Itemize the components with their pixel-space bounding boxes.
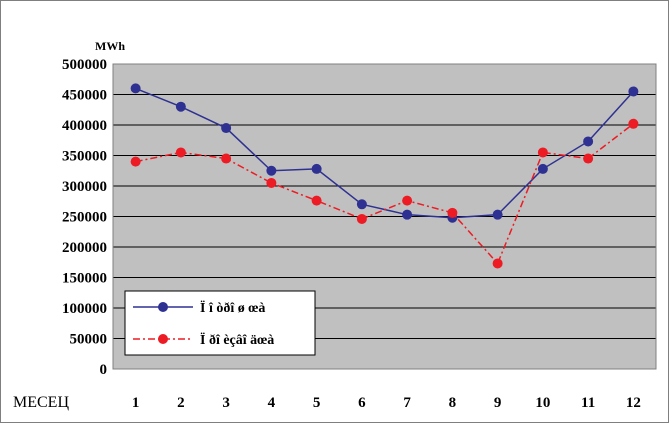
- x-tick-label: 4: [268, 395, 276, 411]
- legend: Ï î òðî ø œà Ï ðî èçâî äœà: [124, 290, 316, 356]
- x-tick-label: 1: [132, 395, 140, 411]
- x-tick-label: 12: [626, 395, 641, 411]
- data-point: [266, 177, 277, 188]
- x-tick-label: 7: [403, 395, 411, 411]
- gridlines: [112, 63, 657, 370]
- legend-box: [124, 290, 316, 356]
- data-point: [221, 123, 232, 134]
- data-point: [130, 83, 141, 94]
- y-tick-label: 200000: [62, 240, 107, 256]
- data-point: [583, 136, 594, 147]
- y-tick-label: 150000: [62, 271, 107, 287]
- data-point: [447, 207, 458, 218]
- x-axis-caption: МЕСЕЦ: [13, 394, 69, 411]
- legend-marker: [158, 302, 168, 312]
- x-tick-label: 5: [313, 395, 321, 411]
- y-tick-label: 400000: [62, 118, 107, 134]
- data-point: [583, 153, 594, 164]
- y-axis-ticks: 0 50000 100000 150000 200000 250000 300000 3500…: [62, 57, 107, 378]
- y-tick-label: 0: [100, 362, 108, 378]
- data-point: [311, 163, 322, 174]
- y-tick-label: 250000: [62, 210, 107, 226]
- data-point: [628, 118, 639, 129]
- x-tick-label: 3: [222, 395, 230, 411]
- data-point: [266, 165, 277, 176]
- data-point: [492, 258, 503, 269]
- x-tick-label: 2: [177, 395, 185, 411]
- data-point: [356, 213, 367, 224]
- data-point: [130, 156, 141, 167]
- y-tick-label: 50000: [70, 332, 108, 348]
- data-point: [628, 86, 639, 97]
- legend-label: Ï î òðî ø œà: [200, 300, 265, 316]
- unit-label: MWh: [95, 39, 125, 53]
- x-tick-label: 8: [449, 395, 457, 411]
- y-tick-label: 100000: [62, 301, 107, 317]
- data-point: [175, 147, 186, 158]
- data-point: [492, 209, 503, 220]
- data-point: [356, 199, 367, 210]
- data-point: [537, 147, 548, 158]
- data-point: [402, 209, 413, 220]
- x-axis-ticks: 1 2 3 4 5 6 7 8 9 10 11 12: [132, 395, 641, 411]
- x-tick-label: 9: [494, 395, 502, 411]
- y-tick-label: 300000: [62, 179, 107, 195]
- data-point: [311, 195, 322, 206]
- y-tick-label: 450000: [62, 88, 107, 104]
- x-tick-label: 11: [581, 395, 595, 411]
- x-tick-label: 6: [358, 395, 366, 411]
- series-layer: [130, 83, 639, 269]
- data-point: [221, 153, 232, 164]
- y-tick-label: 500000: [62, 57, 107, 73]
- plot-border: [112, 63, 657, 370]
- series-line-2: [135, 123, 634, 265]
- data-point: [537, 163, 548, 174]
- data-point: [402, 195, 413, 206]
- legend-marker: [158, 334, 168, 344]
- x-tick-label: 10: [535, 395, 550, 411]
- data-point: [175, 101, 186, 112]
- y-tick-label: 350000: [62, 149, 107, 165]
- legend-label: Ï ðî èçâî äœà: [200, 332, 274, 348]
